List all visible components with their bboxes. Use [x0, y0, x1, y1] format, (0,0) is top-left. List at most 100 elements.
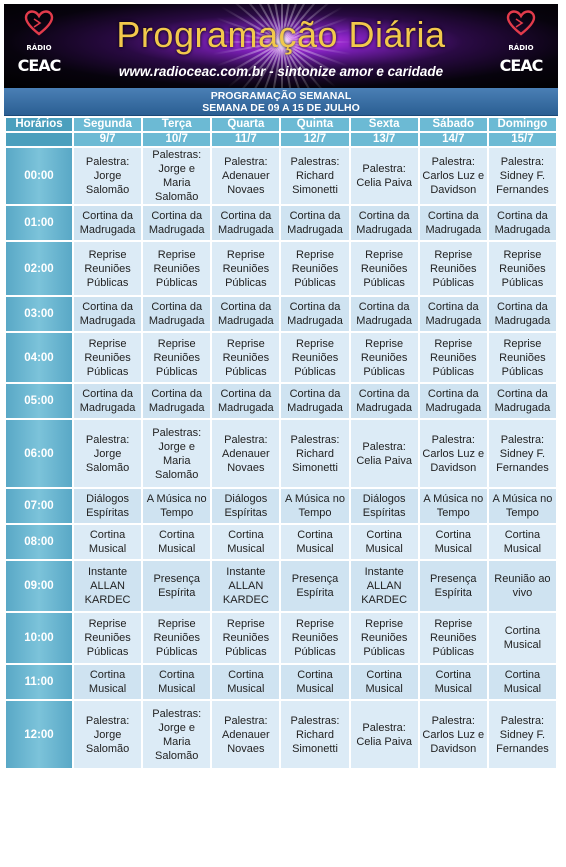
- program-cell: Palestra: Celia Paiva: [350, 701, 418, 768]
- date-header: 15/7: [488, 133, 556, 146]
- heart-icon: [506, 10, 536, 36]
- time-slot: 08:00: [6, 525, 72, 559]
- schedule-table: Horários Segunda Terça Quarta Quinta Sex…: [4, 116, 558, 770]
- program-cell: Cortina da Madrugada: [488, 297, 556, 331]
- program-cell: Reprise Reuniões Públicas: [74, 242, 142, 295]
- program-cell: Cortina da Madrugada: [143, 384, 211, 418]
- program-cell: Reprise Reuniões Públicas: [281, 613, 349, 663]
- program-cell: Palestra: Adenauer Novaes: [212, 148, 280, 204]
- program-cell: Reprise Reuniões Públicas: [350, 242, 418, 295]
- date-header: 12/7: [281, 133, 349, 146]
- program-cell: Diálogos Espíritas: [74, 489, 142, 523]
- program-cell: Cortina da Madrugada: [281, 297, 349, 331]
- program-cell: Reprise Reuniões Públicas: [488, 333, 556, 382]
- program-cell: Reprise Reuniões Públicas: [212, 242, 280, 295]
- time-slot: 10:00: [6, 613, 72, 663]
- logo-big-text: CEAC: [17, 56, 62, 75]
- time-slot: 01:00: [6, 206, 72, 240]
- time-slot: 09:00: [6, 561, 72, 611]
- program-cell: Cortina da Madrugada: [212, 297, 280, 331]
- program-cell: Palestras: Jorge e Maria Salomão: [143, 420, 211, 487]
- program-cell: Cortina da Madrugada: [74, 206, 142, 240]
- time-slot: 12:00: [6, 701, 72, 768]
- program-cell: Cortina da Madrugada: [212, 384, 280, 418]
- program-cell: Cortina Musical: [488, 665, 556, 699]
- program-cell: Reprise Reuniões Públicas: [350, 613, 418, 663]
- time-slot: 07:00: [6, 489, 72, 523]
- program-cell: Cortina Musical: [74, 525, 142, 559]
- program-cell: Reprise Reuniões Públicas: [74, 613, 142, 663]
- program-cell: Palestra: Celia Paiva: [350, 420, 418, 487]
- program-cell: Cortina da Madrugada: [350, 297, 418, 331]
- table-row: 03:00 Cortina da Madrugada Cortina da Madr…: [6, 297, 556, 331]
- program-cell: Cortina da Madrugada: [143, 206, 211, 240]
- program-cell: Cortina da Madrugada: [281, 384, 349, 418]
- program-cell: Cortina da Madrugada: [74, 297, 142, 331]
- program-cell: Palestra: Sidney F. Fernandes: [488, 148, 556, 204]
- program-cell: Cortina da Madrugada: [281, 206, 349, 240]
- program-cell: Palestra: Adenauer Novaes: [212, 701, 280, 768]
- day-header: Segunda: [74, 118, 142, 131]
- time-slot: 03:00: [6, 297, 72, 331]
- table-row: 06:00 Palestra: Jorge Salomão Palestras: J…: [6, 420, 556, 487]
- date-header: 13/7: [350, 133, 418, 146]
- program-cell: Cortina da Madrugada: [419, 384, 487, 418]
- program-cell: Cortina Musical: [74, 665, 142, 699]
- table-row: 07:00 Diálogos Espíritas A Música no Tempo…: [6, 489, 556, 523]
- program-cell: Cortina da Madrugada: [488, 206, 556, 240]
- program-cell: Cortina Musical: [419, 665, 487, 699]
- program-cell: Cortina Musical: [143, 665, 211, 699]
- program-cell: Cortina da Madrugada: [74, 384, 142, 418]
- program-cell: Palestra: Jorge Salomão: [74, 701, 142, 768]
- program-cell: Instante ALLAN KARDEC: [350, 561, 418, 611]
- program-cell: Reprise Reuniões Públicas: [281, 333, 349, 382]
- hours-header-spacer: [6, 133, 72, 146]
- program-cell: Palestra: Celia Paiva: [350, 148, 418, 204]
- program-cell: Cortina Musical: [419, 525, 487, 559]
- time-slot: 00:00: [6, 148, 72, 204]
- time-slot: 11:00: [6, 665, 72, 699]
- program-cell: Presença Espírita: [143, 561, 211, 611]
- table-row: 11:00 Cortina Musical Cortina Musical Corti…: [6, 665, 556, 699]
- logo-small-text: RÁDIO: [26, 44, 52, 52]
- table-row: 02:00 Reprise Reuniões Públicas Reprise Re…: [6, 242, 556, 295]
- day-header: Sábado: [419, 118, 487, 131]
- header-banner: RÁDIO CEAC Programação Diária www.radioc…: [4, 4, 558, 88]
- program-cell: Palestras: Jorge e Maria Salomão: [143, 148, 211, 204]
- program-cell: Reprise Reuniões Públicas: [212, 613, 280, 663]
- day-header-row: Horários Segunda Terça Quarta Quinta Sex…: [6, 118, 556, 131]
- program-cell: A Música no Tempo: [488, 489, 556, 523]
- program-cell: Cortina Musical: [212, 665, 280, 699]
- program-cell: Palestras: Richard Simonetti: [281, 701, 349, 768]
- weekly-schedule: PROGRAMAÇÃO SEMANAL SEMANA DE 09 A 15 DE…: [4, 88, 558, 770]
- program-cell: Cortina Musical: [281, 665, 349, 699]
- program-cell: Cortina Musical: [488, 613, 556, 663]
- day-header: Domingo: [488, 118, 556, 131]
- program-cell: Reprise Reuniões Públicas: [419, 333, 487, 382]
- program-cell: A Música no Tempo: [419, 489, 487, 523]
- program-cell: Cortina da Madrugada: [143, 297, 211, 331]
- program-cell: Diálogos Espíritas: [212, 489, 280, 523]
- table-row: 04:00 Reprise Reuniões Públicas Reprise Re…: [6, 333, 556, 382]
- program-cell: Cortina da Madrugada: [350, 384, 418, 418]
- program-cell: Palestra: Carlos Luz e Davidson: [419, 420, 487, 487]
- table-row: 00:00 Palestra: Jorge Salomão Palestras: J…: [6, 148, 556, 204]
- program-cell: Cortina da Madrugada: [212, 206, 280, 240]
- program-cell: Reprise Reuniões Públicas: [350, 333, 418, 382]
- website-tagline: www.radioceac.com.br - sintonize amor e …: [118, 64, 444, 79]
- table-row: 08:00 Cortina Musical Cortina Musical Corti…: [6, 525, 556, 559]
- program-cell: Cortina Musical: [350, 665, 418, 699]
- date-header: 9/7: [74, 133, 142, 146]
- table-row: 05:00 Cortina da Madrugada Cortina da Madr…: [6, 384, 556, 418]
- program-cell: Reprise Reuniões Públicas: [74, 333, 142, 382]
- day-header: Quarta: [212, 118, 280, 131]
- program-cell: Reprise Reuniões Públicas: [419, 613, 487, 663]
- table-row: 09:00 Instante ALLAN KARDEC Presença Espír…: [6, 561, 556, 611]
- radio-ceac-logo-right: RÁDIO CEAC: [498, 10, 544, 84]
- program-cell: Diálogos Espíritas: [350, 489, 418, 523]
- page-title: Programação Diária: [116, 14, 446, 55]
- program-cell: Palestra: Adenauer Novaes: [212, 420, 280, 487]
- program-cell: Palestra: Sidney F. Fernandes: [488, 701, 556, 768]
- time-slot: 02:00: [6, 242, 72, 295]
- date-header: 11/7: [212, 133, 280, 146]
